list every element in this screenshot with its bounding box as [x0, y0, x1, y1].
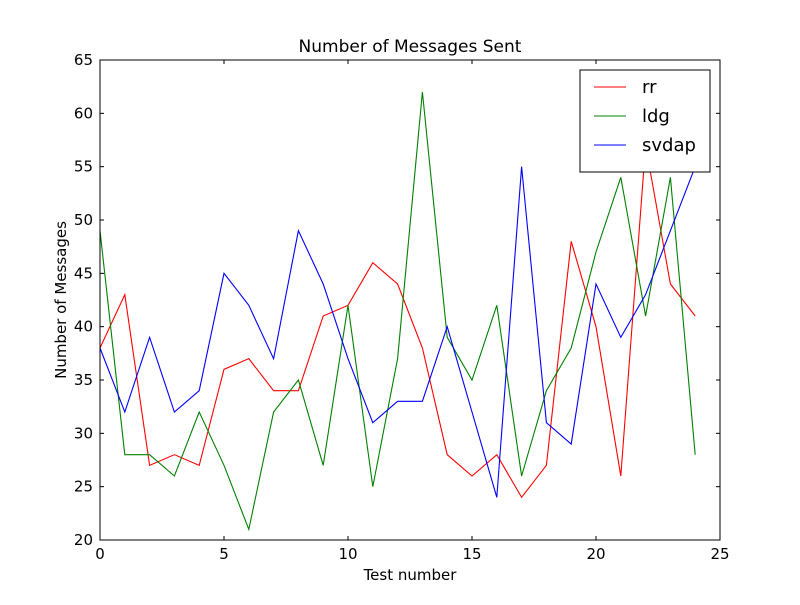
legend: rr ldg svdap	[579, 69, 711, 173]
y-tick-label: 55	[74, 158, 93, 176]
x-tick-label: 25	[710, 545, 729, 563]
x-tick-label: 0	[95, 545, 105, 563]
plot-frame	[99, 59, 721, 541]
y-tick-label: 30	[74, 424, 93, 442]
y-axis-label: Number of Messages	[52, 221, 70, 379]
chart-title: Number of Messages Sent	[299, 37, 522, 57]
x-tick-label: 5	[219, 545, 229, 563]
y-tick-label: 25	[74, 478, 93, 496]
y-tick-label: 65	[74, 51, 93, 69]
series-line-rr	[99, 145, 696, 499]
legend-label-rr: rr	[642, 77, 657, 98]
ticks-layer: 0 5 10 15 20 25 20 25 30 35 40 45 50 55 60 65	[74, 51, 730, 563]
series-line-svdap	[99, 166, 696, 498]
y-tick-label: 50	[74, 211, 93, 229]
x-tick-label: 15	[462, 545, 481, 563]
series-line-ldg	[99, 91, 696, 532]
y-tick-label: 60	[74, 104, 93, 122]
x-tick-label: 10	[338, 545, 357, 563]
y-tick-label: 40	[74, 318, 93, 336]
legend-label-ldg: ldg	[642, 106, 670, 127]
x-tick-label: 20	[586, 545, 605, 563]
x-axis-label: Test number	[363, 566, 458, 584]
y-tick-label: 35	[74, 371, 93, 389]
series-layer	[99, 91, 696, 532]
y-tick-label: 45	[74, 264, 93, 282]
y-tick-label: 20	[74, 531, 93, 549]
legend-label-svdap: svdap	[642, 135, 696, 156]
